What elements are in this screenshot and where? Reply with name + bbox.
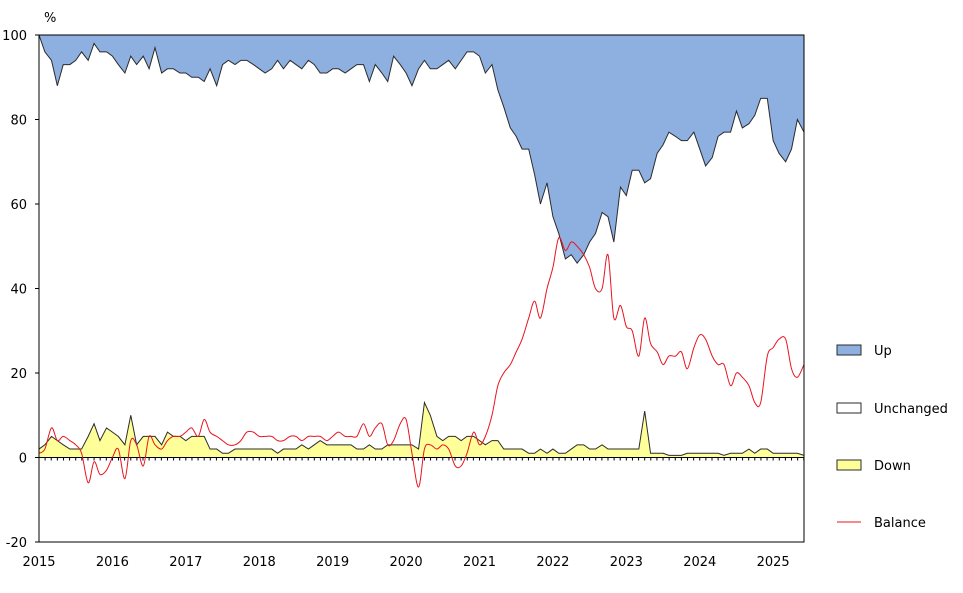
series-up-area: [39, 35, 804, 264]
legend-item-balance: Balance: [837, 516, 926, 531]
plot-area: [38, 34, 805, 543]
legend-label-up: Up: [874, 344, 892, 359]
legend-swatch-up: [836, 344, 862, 356]
x-tick-label: 2018: [243, 555, 276, 570]
legend-item-unchanged: Unchanged: [836, 402, 948, 417]
y-tick-label: 0: [19, 452, 27, 467]
y-tick-label: 20: [10, 367, 27, 382]
x-tick-label: 2015: [22, 555, 55, 570]
legend-item-down: Down: [836, 459, 911, 474]
x-tick-label: 2022: [536, 555, 569, 570]
series-up-boundary: [38, 34, 805, 264]
series-down-area: [38, 400, 805, 458]
x-tick-label: 2020: [390, 555, 423, 570]
legend-label-balance: Balance: [874, 516, 926, 531]
x-tick-label: 2021: [463, 555, 496, 570]
legend-swatch-down: [836, 459, 862, 471]
y-tick-label: 40: [10, 283, 27, 298]
y-tick-label: 80: [10, 114, 27, 129]
y-axis: 100 80 60 40 20 0 -20: [2, 29, 39, 551]
legend: Up Unchanged Down Balance: [836, 344, 948, 531]
x-tick-label: 2023: [610, 555, 643, 570]
legend-item-up: Up: [836, 344, 892, 359]
x-tick-label: 2024: [683, 555, 716, 570]
legend-label-down: Down: [874, 459, 911, 474]
y-unit-label: %: [44, 11, 56, 26]
legend-swatch-unchanged: [836, 402, 862, 414]
x-tick-label: 2025: [757, 555, 790, 570]
x-tick-label: 2016: [96, 555, 129, 570]
y-tick-label: 60: [10, 198, 27, 213]
legend-label-unchanged: Unchanged: [874, 402, 948, 417]
series-balance-line: [38, 237, 805, 488]
y-tick-label: -20: [6, 536, 27, 551]
x-tick-label: 2017: [169, 555, 202, 570]
y-tick-label: 100: [2, 29, 27, 44]
x-axis: 2015 2016 2017 2018 2019 2020 2021 2022 2023 2024…: [22, 457, 805, 570]
x-tick-label: 2019: [316, 555, 349, 570]
